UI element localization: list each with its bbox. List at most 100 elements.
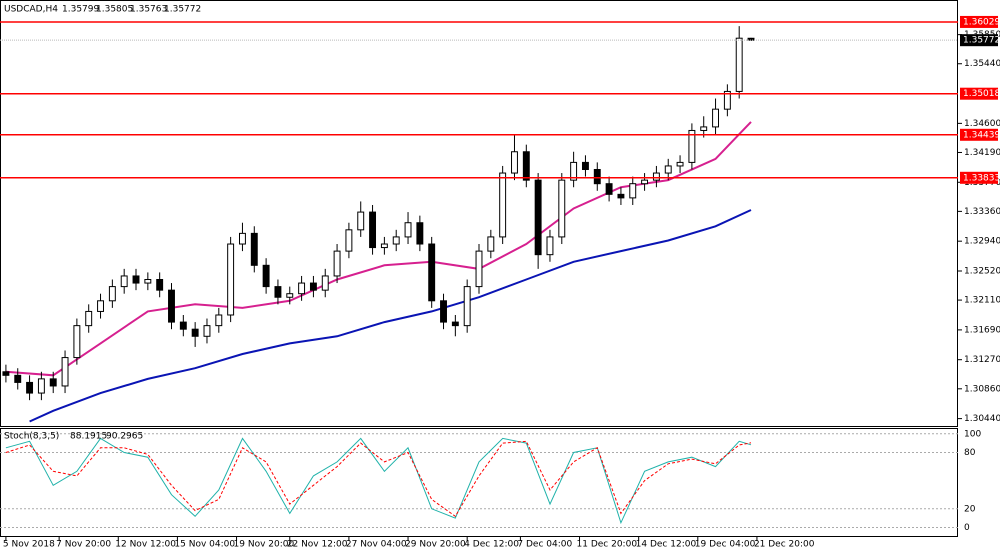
- candle-body: [321, 275, 329, 291]
- candle-body: [499, 172, 507, 238]
- y-tick-label: 1.34600: [964, 119, 1000, 129]
- candle-body: [735, 37, 743, 92]
- candle-body: [534, 179, 542, 256]
- candle-body: [156, 279, 164, 291]
- stoch-line: [5, 440, 752, 518]
- candle-body: [49, 378, 57, 387]
- candle-body: [168, 289, 175, 323]
- x-tick-label: 22 Nov 12:00: [287, 540, 348, 550]
- x-tick-label: 27 Nov 04:00: [346, 540, 407, 550]
- level-label-bg: [960, 171, 998, 184]
- x-tick-label: 11 Dec 20:00: [577, 540, 638, 550]
- level-label-bg: [960, 87, 998, 100]
- candle-body: [108, 286, 116, 302]
- y-tick-label: 1.30440: [964, 414, 1000, 424]
- candle-body: [357, 211, 365, 231]
- candle-body: [73, 325, 81, 359]
- candle-body: [440, 300, 447, 323]
- last-low: 1.35763: [130, 5, 167, 15]
- last-open: 1.35799: [62, 5, 99, 15]
- y-tick-label: 1.32520: [964, 266, 1000, 276]
- candle-body: [392, 236, 400, 245]
- candle-body: [274, 286, 282, 298]
- candle-body: [286, 293, 294, 298]
- main-frame: [0, 0, 958, 427]
- candle-body: [605, 183, 613, 195]
- candle-body: [416, 222, 424, 245]
- candle-body: [37, 378, 45, 394]
- y-tick-label: 20: [964, 504, 976, 514]
- candle-body: [26, 381, 34, 394]
- x-tick-label: 12 Nov 12:00: [115, 540, 176, 550]
- candle-body: [2, 371, 10, 376]
- y-tick-label: 100: [964, 429, 981, 439]
- candle-body: [629, 183, 637, 199]
- candle-body: [179, 321, 187, 330]
- candle-body: [700, 126, 708, 131]
- candle-body: [61, 357, 69, 387]
- candle-body: [85, 310, 93, 327]
- level-label-bg: [960, 128, 998, 141]
- header: USDCAD,H4 1.35799 1.35805 1.35763 1.3577…: [4, 5, 201, 442]
- candle-body: [511, 151, 518, 174]
- level-label: 1.35018: [963, 89, 1000, 99]
- y-tick-label: 1.35440: [964, 59, 1000, 69]
- x-tick-label: 7 Dec 04:00: [517, 540, 572, 550]
- x-tick-label: 21 Dec 20:00: [754, 540, 815, 550]
- candle-body: [404, 222, 412, 238]
- level-label: 1.36029: [963, 17, 1000, 27]
- level-label-bg: [960, 15, 998, 28]
- stoch-signal-value: 90.2965: [106, 432, 143, 442]
- x-tick-label: 15 Nov 04:00: [174, 540, 235, 550]
- level-label: 1.33833: [963, 173, 1000, 183]
- candle-body: [262, 264, 270, 288]
- stoch-line: [5, 437, 752, 525]
- y-tick-label: 1.34190: [964, 148, 1000, 158]
- candle-body: [345, 229, 353, 252]
- last-high: 1.35805: [96, 5, 133, 15]
- candle-body: [463, 286, 471, 327]
- stoch-main-value: 88.1915: [70, 432, 107, 442]
- candle-body: [676, 161, 684, 167]
- candle-body: [487, 236, 495, 252]
- candle-body: [617, 193, 625, 199]
- candle-body: [309, 282, 317, 291]
- candle-body: [380, 243, 388, 249]
- candle-body: [144, 279, 152, 284]
- candle-body: [688, 129, 696, 163]
- candle-body: [97, 300, 104, 312]
- symbol-title: USDCAD,H4: [4, 5, 58, 15]
- candle-body: [333, 250, 341, 277]
- candle-body: [570, 161, 578, 181]
- candle-body: [369, 211, 377, 249]
- candle-body: [723, 90, 731, 110]
- candle-body: [227, 243, 235, 316]
- candle-body: [558, 179, 566, 238]
- candle-body: [298, 282, 306, 295]
- y-tick-label: 1.32940: [964, 237, 1000, 247]
- y-tick-label: 1.31690: [964, 325, 1000, 335]
- candle-body: [120, 275, 128, 288]
- candle-body: [546, 236, 554, 256]
- candle-body: [203, 325, 211, 337]
- x-tick-label: 4 Dec 12:00: [464, 540, 519, 550]
- candle-body: [581, 161, 589, 170]
- price-label-bg: [960, 34, 998, 47]
- candle-body: [641, 179, 649, 185]
- level-label: 1.34439: [963, 130, 1000, 140]
- x-tick-label: 29 Nov 20:00: [405, 540, 466, 550]
- price-label: 1.35772: [963, 36, 1000, 46]
- candle-body: [191, 328, 199, 337]
- indicator-frame: [0, 428, 958, 537]
- candle-body: [652, 172, 660, 181]
- moving-average: [5, 121, 752, 377]
- x-tick-label: 19 Nov 20:00: [234, 540, 295, 550]
- last-close: 1.35772: [164, 5, 201, 15]
- plot-layer: 1.30440 1.30860 1.31270 1.31690 1.32110 1.325…: [0, 15, 1000, 550]
- candle-body: [250, 232, 258, 266]
- candle-body: [593, 168, 601, 185]
- indicator-title: Stoch(8,3,5): [4, 432, 59, 442]
- y-tick-label: 80: [964, 448, 976, 458]
